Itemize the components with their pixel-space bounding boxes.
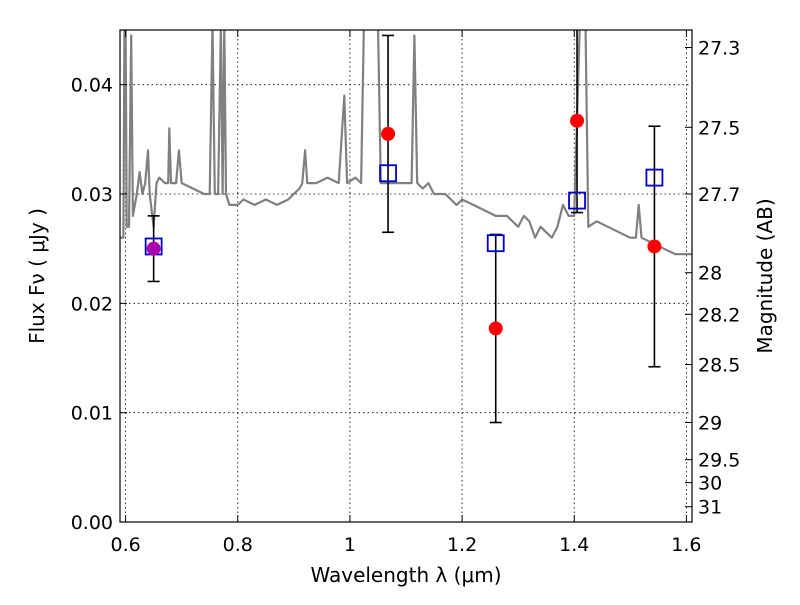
observed-flux-point xyxy=(146,241,161,256)
plot-area xyxy=(120,30,692,424)
model-square-marker xyxy=(486,234,505,253)
y-axis-label-left: Flux Fν ( μJy ) xyxy=(25,208,49,344)
magnitude-tick-label: 31 xyxy=(698,497,722,519)
y-tick-label: 0.04 xyxy=(71,75,113,97)
magnitude-tick-label: 30 xyxy=(698,473,722,495)
x-axis-label: Wavelength λ (μm) xyxy=(310,563,501,587)
magnitude-tick-label: 29 xyxy=(698,413,722,435)
x-tick-label: 1 xyxy=(344,534,356,556)
magnitude-tick-label: 27.3 xyxy=(698,37,740,59)
observed-flux-point xyxy=(647,239,662,254)
y-tick-label: 0.03 xyxy=(71,184,113,206)
observed-flux-point xyxy=(570,113,585,128)
y-tick-label: 0.00 xyxy=(71,512,113,534)
magnitude-tick-label: 29.5 xyxy=(698,450,740,472)
x-tick-label: 0.6 xyxy=(110,534,140,556)
magnitude-tick-label: 28.5 xyxy=(698,355,740,377)
model-square-marker xyxy=(645,168,664,187)
model-square-marker xyxy=(379,164,397,183)
x-tick-label: 0.8 xyxy=(223,534,253,556)
spectrum-line xyxy=(120,30,692,256)
observed-flux-point xyxy=(488,321,503,336)
y-tick-label: 0.01 xyxy=(71,403,113,425)
x-tick-label: 1.2 xyxy=(447,534,477,556)
x-tick-label: 1.6 xyxy=(671,534,701,556)
y-axis-label-right: Magnitude (AB) xyxy=(753,198,777,353)
plot-frame xyxy=(119,29,693,523)
magnitude-tick-label: 27.5 xyxy=(698,117,740,139)
model-square-marker xyxy=(568,191,586,210)
observed-flux-point xyxy=(381,126,396,141)
axes: 0.6 0.8 1 1.2 1.4 1.6 0.00 0.01 0.02 0.03 0.04 27.3… xyxy=(71,30,740,556)
y-tick-label: 0.02 xyxy=(71,293,113,315)
grid-lines xyxy=(120,30,692,523)
magnitude-tick-label: 28 xyxy=(698,263,722,285)
x-tick-label: 1.4 xyxy=(559,534,589,556)
magnitude-tick-label: 27.7 xyxy=(698,184,740,206)
magnitude-tick-label: 28.2 xyxy=(698,304,740,326)
